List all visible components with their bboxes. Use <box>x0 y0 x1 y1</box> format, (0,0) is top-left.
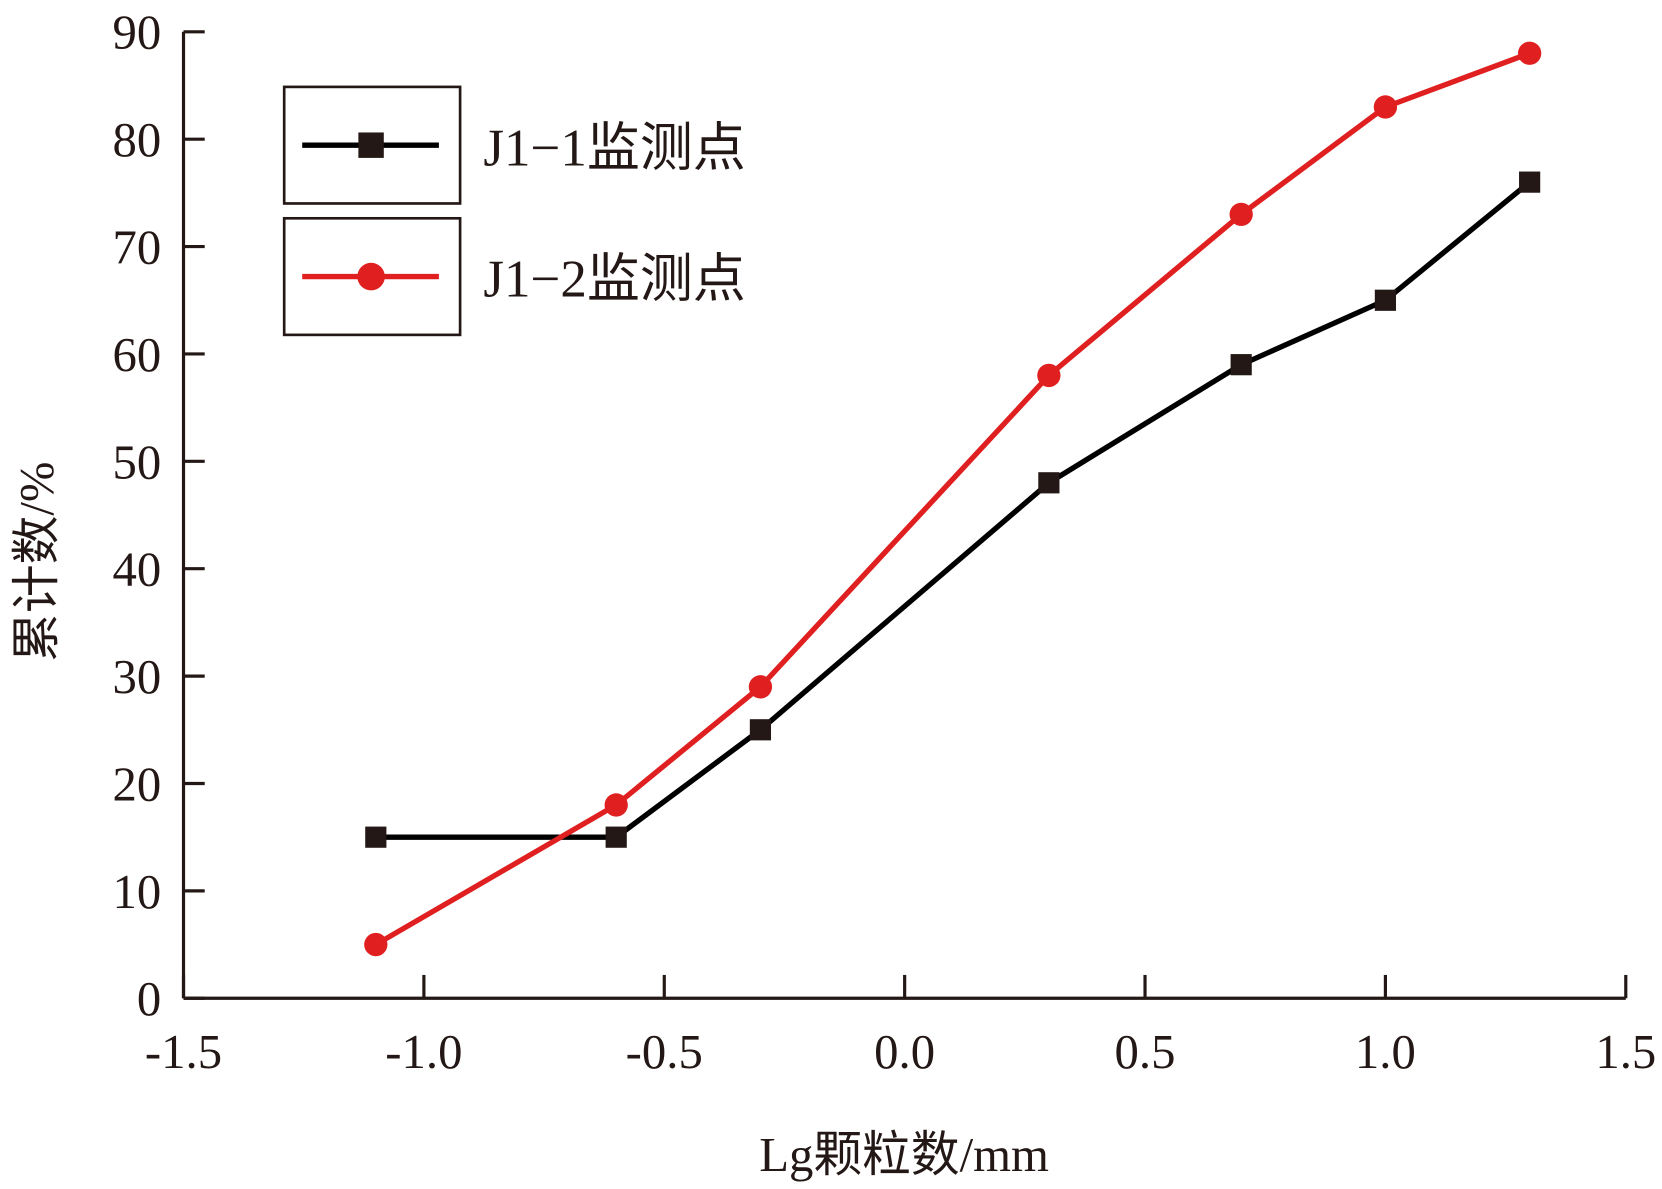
legend-marker-square <box>358 132 384 158</box>
data-point-square <box>749 719 772 741</box>
y-tick-label: 60 <box>113 328 162 382</box>
y-tick-label: 70 <box>113 221 162 275</box>
legend-marker-circle <box>357 262 385 291</box>
legend: J1−1监测点 J1−2监测点 <box>282 85 746 337</box>
y-tick-label: 40 <box>113 543 162 597</box>
series-line-2 <box>374 50 1531 947</box>
x-tick-label: -1.0 <box>385 1025 462 1079</box>
y-tick-label: 50 <box>113 435 162 489</box>
y-tick-label: 0 <box>137 972 161 1026</box>
legend-label: J1−2监测点 <box>483 251 745 309</box>
data-point-circle <box>604 793 628 817</box>
y-tick-label: 30 <box>113 650 162 704</box>
x-tick-label: -1.5 <box>145 1025 222 1079</box>
data-point-square <box>1038 472 1060 494</box>
data-point-circle <box>1373 95 1398 119</box>
data-point-circle <box>364 932 388 957</box>
axes: -1.5 -1.0 -0.5 0.0 0.5 1.0 1.5 0 10 20 30 40 50 60 70 8… <box>113 6 1657 1079</box>
legend-label: J1−1监测点 <box>483 119 745 177</box>
y-tick-label: 80 <box>113 113 162 167</box>
y-tick-label: 10 <box>113 865 162 919</box>
series-layer <box>364 41 1542 957</box>
data-point-circle <box>1037 363 1061 388</box>
y-tick-label: 20 <box>113 757 162 811</box>
x-axis-label: Lg颗粒数/mm <box>759 1128 1049 1182</box>
x-tick-label: -0.5 <box>626 1025 703 1079</box>
x-tick-label: 1.5 <box>1595 1025 1656 1079</box>
data-point-square <box>605 826 627 848</box>
data-point-circle <box>1517 41 1542 65</box>
data-point-circle <box>1229 202 1253 227</box>
data-point-square <box>1519 171 1541 193</box>
data-point-square <box>1374 289 1397 311</box>
y-tick-label: 90 <box>113 6 162 60</box>
data-point-square <box>1230 354 1252 376</box>
x-tick-label: 1.0 <box>1355 1025 1416 1079</box>
y-axis-label: 累计数/% <box>10 461 64 661</box>
data-point-circle <box>748 675 773 699</box>
data-point-square <box>365 826 387 848</box>
x-tick-label: 0.0 <box>874 1025 935 1079</box>
x-tick-label: 0.5 <box>1115 1025 1176 1079</box>
